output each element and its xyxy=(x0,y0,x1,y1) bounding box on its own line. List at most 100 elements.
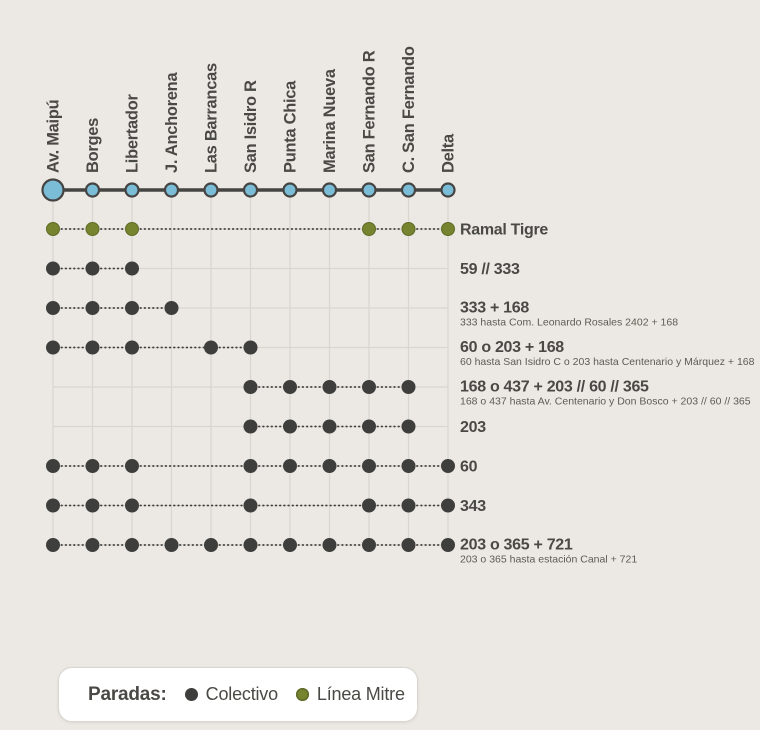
colectivo-stop-dot xyxy=(243,419,258,434)
colectivo-stop-dot xyxy=(362,419,376,434)
colectivo-stop-dot xyxy=(46,498,60,513)
station-label: C. San Fernando xyxy=(400,46,418,173)
colectivo-stop-dot xyxy=(85,498,100,513)
colectivo-stop-dot xyxy=(283,419,297,434)
colectivo-stop-dot xyxy=(46,261,60,276)
colectivo-stop-dot xyxy=(283,459,297,473)
colectivo-stop-dot xyxy=(322,419,337,434)
colectivo-stop-dot xyxy=(125,261,139,276)
colectivo-stop-dot xyxy=(401,538,416,552)
colectivo-stop-dot xyxy=(401,459,416,473)
route-sublabel: 60 hasta San Isidro C o 203 hasta Centen… xyxy=(460,356,755,368)
colectivo-stop-dot xyxy=(283,380,297,394)
colectivo-stop-dot xyxy=(401,498,416,513)
route-label: 203 xyxy=(460,419,486,436)
colectivo-stop-dot xyxy=(85,301,100,315)
colectivo-stop-dot xyxy=(243,380,258,394)
colectivo-stop-dot xyxy=(204,538,218,552)
station-dot xyxy=(242,182,259,198)
station-dot xyxy=(163,182,180,198)
colectivo-stop-dot xyxy=(85,261,100,276)
route-label: Ramal Tigre xyxy=(460,222,548,239)
station-dot xyxy=(400,182,417,198)
station-label: Borges xyxy=(84,118,102,173)
mitre-stop-dot xyxy=(46,222,60,236)
station-label: Delta xyxy=(440,133,458,173)
colectivo-stop-dot xyxy=(441,498,455,513)
station-label: San Fernando R xyxy=(361,50,379,173)
mitre-stop-dot xyxy=(85,222,100,236)
station-label: J. Anchorena xyxy=(163,72,181,173)
colectivo-stop-dot xyxy=(362,380,376,394)
station-dot xyxy=(84,182,101,198)
route-label: 59 // 333 xyxy=(460,261,520,278)
mitre-stop-dot xyxy=(401,222,416,236)
colectivo-stop-dot xyxy=(401,419,416,434)
legend-item-colectivo: Colectivo xyxy=(184,684,278,705)
colectivo-stop-dot xyxy=(85,538,100,552)
legend-title: Paradas: xyxy=(88,683,167,705)
mitre-stop-icon xyxy=(295,688,309,701)
route-stop-matrix: Av. Maipú Borges Libertador J. Anchorena Las… xyxy=(41,46,755,566)
route-label: 60 xyxy=(460,459,478,476)
colectivo-stop-dot xyxy=(125,459,139,473)
station-dot xyxy=(321,182,338,198)
legend: Paradas: Colectivo Línea Mitre xyxy=(58,667,418,722)
mitre-stop-dot xyxy=(125,222,139,236)
colectivo-stop-dot xyxy=(204,340,218,355)
station-label: Las Barrancas xyxy=(203,63,221,173)
route-label: 333 + 168 xyxy=(460,300,529,317)
station-label: Libertador xyxy=(124,94,142,173)
route-sublabel: 333 hasta Com. Leonardo Rosales 2402 + 1… xyxy=(460,317,678,329)
colectivo-stop-dot xyxy=(322,380,337,394)
colectivo-stop-dot xyxy=(164,301,179,315)
station-dot xyxy=(203,182,219,198)
station-label: Av. Maipú xyxy=(45,100,63,173)
colectivo-stop-dot xyxy=(441,459,455,473)
route-label: 343 xyxy=(460,498,486,515)
colectivo-stop-dot xyxy=(322,538,337,552)
route-sublabel: 168 o 437 hasta Av. Centenario y Don Bos… xyxy=(460,396,751,408)
station-dot xyxy=(361,182,377,198)
colectivo-stop-dot xyxy=(46,538,60,552)
route-label: 203 o 365 + 721 xyxy=(460,537,573,554)
route-sublabel: 203 o 365 hasta estación Canal + 721 xyxy=(460,554,637,566)
colectivo-stop-dot xyxy=(243,459,258,473)
mitre-stop-dot xyxy=(441,222,455,236)
colectivo-stop-dot xyxy=(283,538,297,552)
mitre-stop-dot xyxy=(362,222,376,236)
colectivo-stop-dot xyxy=(243,340,258,355)
colectivo-stop-dot xyxy=(362,459,376,473)
colectivo-stop-dot xyxy=(85,459,100,473)
station-label: Punta Chica xyxy=(282,80,300,173)
route-label: 60 o 203 + 168 xyxy=(460,339,564,356)
colectivo-stop-dot xyxy=(243,498,258,513)
colectivo-stop-dot xyxy=(125,340,139,355)
colectivo-stop-dot xyxy=(46,340,60,355)
station-label: San Isidro R xyxy=(242,80,260,173)
legend-item-mitre: Línea Mitre xyxy=(295,684,405,705)
station-dot xyxy=(282,182,298,198)
colectivo-stop-dot xyxy=(46,301,60,315)
station-dot xyxy=(440,182,456,198)
colectivo-stop-dot xyxy=(125,538,139,552)
station-dot xyxy=(41,178,65,202)
colectivo-stop-dot xyxy=(125,498,139,513)
colectivo-stop-dot xyxy=(46,459,60,473)
station-label: Marina Nueva xyxy=(321,68,339,173)
legend-item-label: Línea Mitre xyxy=(316,684,405,704)
station-dot xyxy=(124,182,140,198)
colectivo-stop-dot xyxy=(125,301,139,315)
legend-item-label: Colectivo xyxy=(205,684,278,704)
colectivo-stop-dot xyxy=(362,498,376,513)
route-label: 168 o 437 + 203 // 60 // 365 xyxy=(460,379,649,396)
colectivo-stop-dot xyxy=(164,538,179,552)
colectivo-stop-dot xyxy=(322,459,337,473)
colectivo-stop-icon xyxy=(184,688,198,701)
colectivo-stop-dot xyxy=(401,380,416,394)
colectivo-stop-dot xyxy=(441,538,455,552)
colectivo-stop-dot xyxy=(362,538,376,552)
colectivo-stop-dot xyxy=(243,538,258,552)
colectivo-stop-dot xyxy=(85,340,100,355)
